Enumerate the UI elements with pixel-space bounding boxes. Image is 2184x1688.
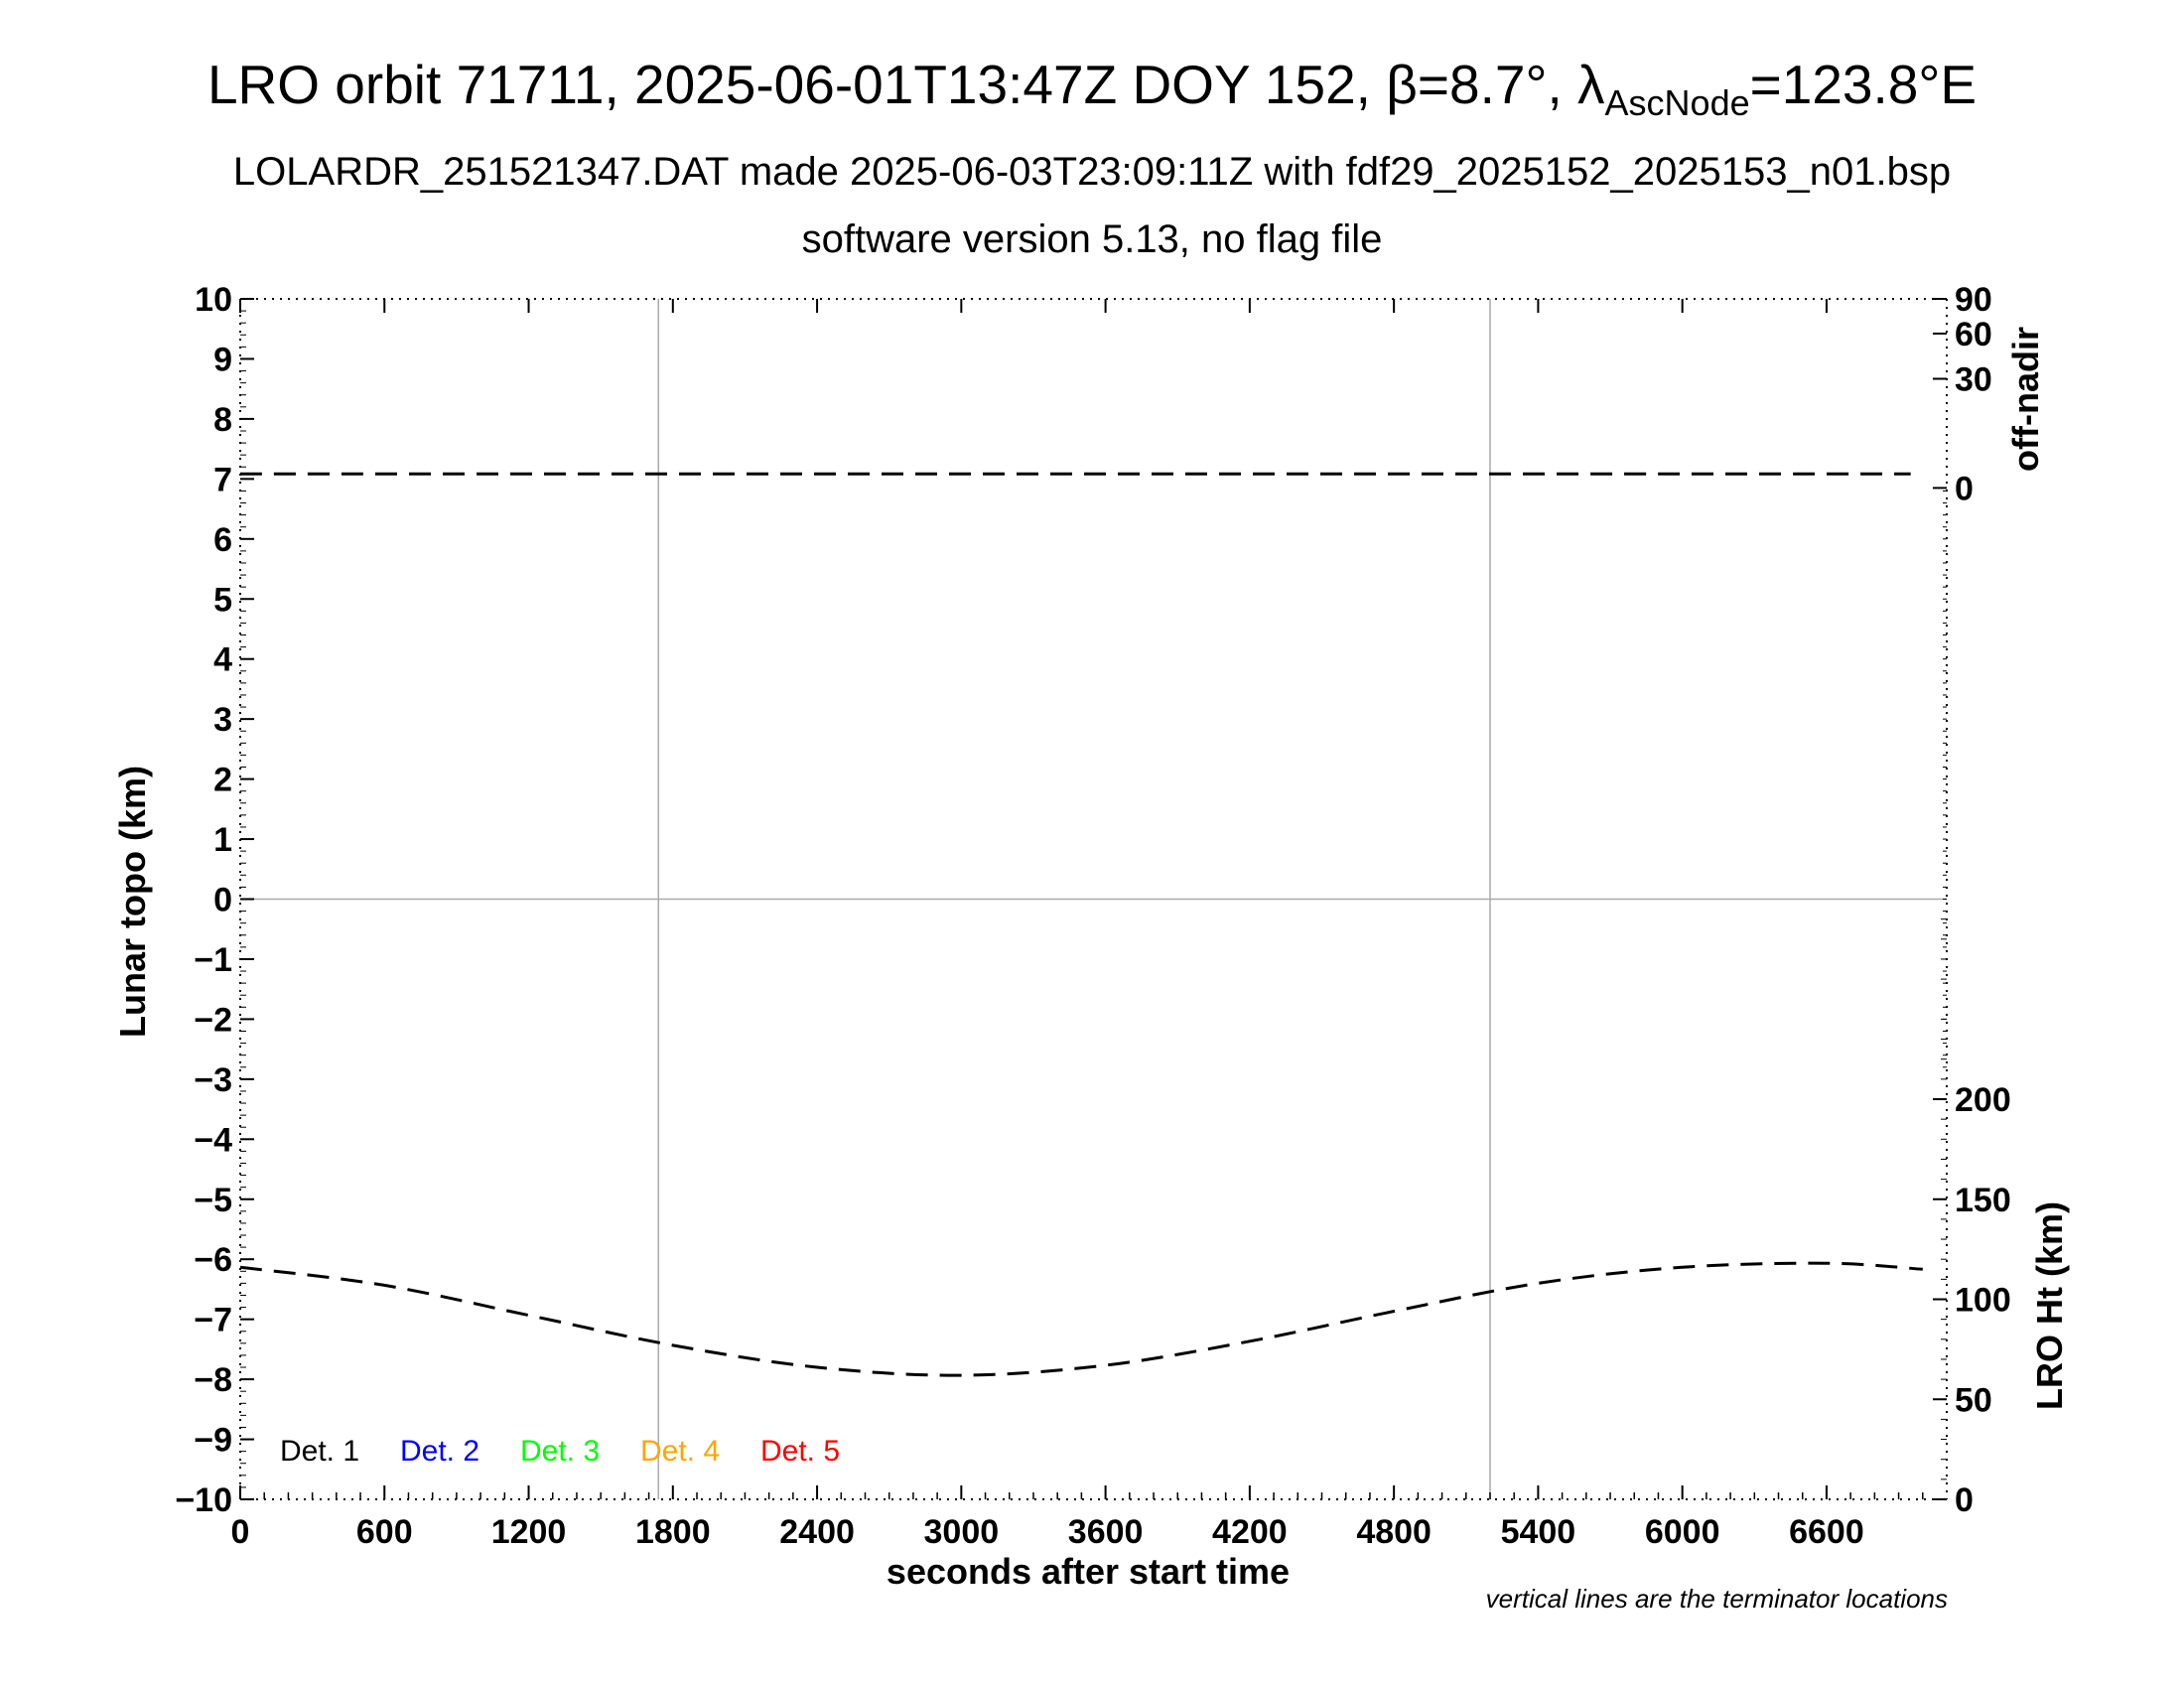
y-tick-label: −3 <box>194 1061 232 1099</box>
off-nadir-axis-label: off-nadir <box>2005 327 2046 472</box>
y-tick-label: 8 <box>213 401 232 439</box>
x-tick-label: 2400 <box>779 1513 855 1551</box>
legend-item: Det. 2 <box>400 1435 479 1468</box>
legend-item: Det. 1 <box>280 1435 359 1468</box>
x-axis-label: seconds after start time <box>887 1551 1290 1592</box>
y-tick-label: 4 <box>213 641 232 679</box>
y-tick-label: −5 <box>194 1182 232 1219</box>
off-nadir-tick-label: 60 <box>1955 316 1992 353</box>
y-tick-label: −9 <box>194 1422 232 1460</box>
plot-frame <box>239 298 1948 1500</box>
lro-ht-tick-label: 200 <box>1955 1081 2011 1119</box>
lro-height-series-line <box>239 1261 1923 1377</box>
y-tick-label: −4 <box>194 1121 232 1159</box>
x-tick-label: 1800 <box>635 1513 711 1551</box>
x-tick-label: 6600 <box>1789 1513 1864 1551</box>
chart-title: LRO orbit 71711, 2025-06-01T13:47Z DOY 1… <box>207 54 1977 123</box>
x-tick-label: 1200 <box>491 1513 567 1551</box>
legend-item: Det. 4 <box>640 1435 720 1468</box>
lro-ht-tick-label: 100 <box>1955 1282 2011 1320</box>
footnote: vertical lines are the terminator locati… <box>1486 1584 1948 1614</box>
x-axis-ticks: 0 600 1200 1800 2400 3000 3600 4200 4800 5400 6000… <box>231 299 1924 1551</box>
lro-ht-tick-label: 150 <box>1955 1182 2011 1219</box>
y-tick-label: 5 <box>213 581 232 619</box>
x-tick-label: 6000 <box>1645 1513 1720 1551</box>
x-tick-label: 600 <box>356 1513 413 1551</box>
y-tick-label: −1 <box>194 941 232 979</box>
x-tick-label: 5400 <box>1501 1513 1576 1551</box>
y-tick-label: −8 <box>194 1361 232 1399</box>
y-tick-label: −7 <box>194 1302 232 1339</box>
chart-subtitle-2: software version 5.13, no flag file <box>802 217 1383 261</box>
y-tick-label: −6 <box>194 1241 232 1279</box>
y-tick-label: 2 <box>213 762 232 799</box>
x-tick-label: 3600 <box>1068 1513 1144 1551</box>
legend-item: Det. 3 <box>520 1435 600 1468</box>
y-tick-label: 3 <box>213 701 232 739</box>
chart-subtitle: LOLARDR_251521347.DAT made 2025-06-03T23… <box>233 150 1951 194</box>
y-tick-label: −10 <box>175 1481 232 1519</box>
y-tick-label: 1 <box>213 821 232 859</box>
legend: Det. 1 Det. 2 Det. 3 Det. 4 Det. 5 <box>280 1435 840 1468</box>
y-tick-label: 6 <box>213 521 232 559</box>
off-nadir-tick-label: 0 <box>1955 470 1974 507</box>
lro-ht-axis-label: LRO Ht (km) <box>2029 1201 2070 1410</box>
x-tick-label: 4800 <box>1356 1513 1432 1551</box>
x-tick-label: 4200 <box>1212 1513 1288 1551</box>
y-tick-label: −2 <box>194 1001 232 1039</box>
legend-item: Det. 5 <box>760 1435 840 1468</box>
grid <box>240 299 1947 1499</box>
y-axis-label: Lunar topo (km) <box>112 766 153 1038</box>
y-tick-label: 10 <box>195 281 232 319</box>
y-tick-label: 9 <box>213 341 232 378</box>
x-tick-label: 0 <box>231 1513 250 1551</box>
x-tick-label: 3000 <box>924 1513 1000 1551</box>
lro-ht-tick-label: 0 <box>1955 1481 1974 1519</box>
off-nadir-tick-label: 90 <box>1955 281 1992 319</box>
y-tick-label: 7 <box>213 461 232 498</box>
off-nadir-tick-label: 30 <box>1955 360 1992 398</box>
series-group <box>239 472 1923 1377</box>
lro-ht-tick-label: 50 <box>1955 1381 1992 1419</box>
y-tick-label: 0 <box>213 882 232 919</box>
